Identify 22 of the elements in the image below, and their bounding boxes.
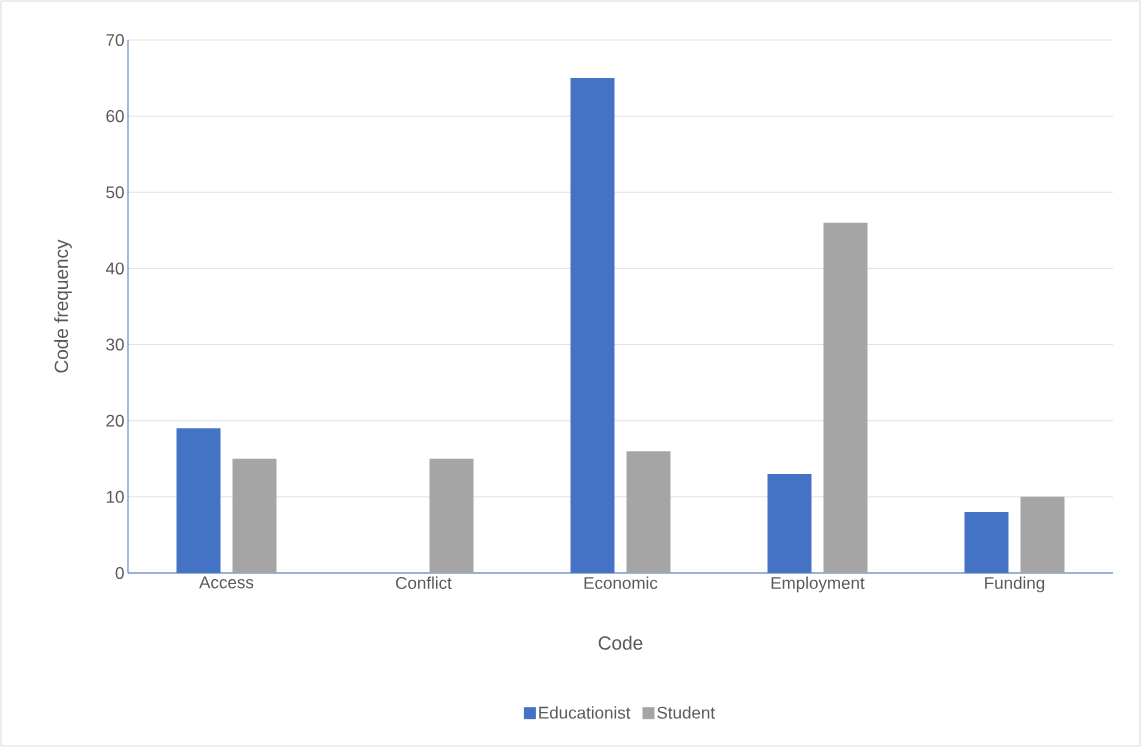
x-tick-label: Employment: [771, 576, 865, 593]
bar: [429, 458, 474, 573]
legend-label: Student: [657, 706, 715, 719]
bar: [232, 458, 277, 573]
y-tick-label: 30: [106, 338, 124, 351]
bar: [823, 222, 868, 573]
y-tick-label: 70: [106, 33, 124, 47]
y-tick-label: 50: [106, 186, 124, 199]
y-tick-label: 10: [106, 490, 124, 503]
legend-label: Educationist: [539, 706, 631, 719]
x-axis-title: Code: [598, 635, 643, 650]
x-tick-label: Conflict: [396, 576, 452, 590]
y-axis-title: Code frequency: [54, 239, 72, 373]
y-tick-label: 0: [115, 566, 124, 580]
bar: [1020, 496, 1065, 573]
bar: [626, 451, 671, 573]
x-tick-label: Economic: [584, 576, 658, 590]
y-tick-label: 20: [106, 414, 124, 427]
y-tick-label: 40: [105, 262, 124, 275]
x-tick-label: Funding: [985, 576, 1045, 593]
x-tick-label: Access: [199, 576, 254, 589]
y-tick-label: 60: [106, 110, 124, 123]
